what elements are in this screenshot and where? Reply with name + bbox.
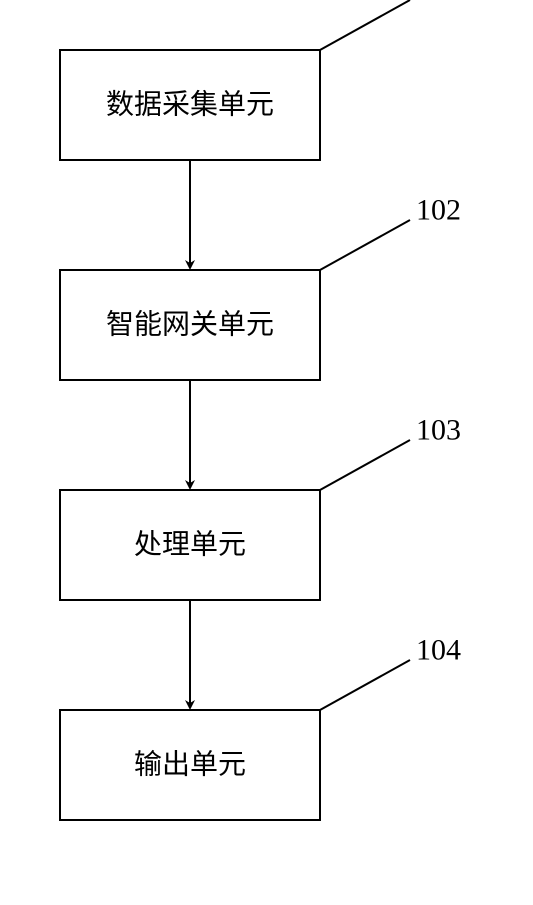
- flow-node-label: 处理单元: [134, 529, 246, 561]
- flow-node: 数据采集单元: [60, 50, 320, 160]
- reference-leader-line: [320, 440, 410, 490]
- flow-node-label: 智能网关单元: [106, 309, 274, 341]
- reference-leader-line: [320, 660, 410, 710]
- flow-node-label: 输出单元: [134, 749, 246, 781]
- flow-node: 输出单元: [60, 710, 320, 820]
- flow-node: 处理单元: [60, 490, 320, 600]
- flowchart-canvas: 数据采集单元智能网关单元处理单元输出单元 101 102 103 104: [0, 0, 533, 905]
- reference-number: 104: [416, 634, 461, 667]
- reference-leader-line: [320, 220, 410, 270]
- flow-node-label: 数据采集单元: [106, 89, 274, 121]
- reference-number: 103: [416, 414, 461, 447]
- reference-leader-line: [320, 0, 410, 50]
- reference-number: 102: [416, 194, 461, 227]
- flow-node: 智能网关单元: [60, 270, 320, 380]
- reference-labels-layer: 101 102 103 104: [320, 0, 461, 710]
- reference-number: 101: [416, 0, 461, 7]
